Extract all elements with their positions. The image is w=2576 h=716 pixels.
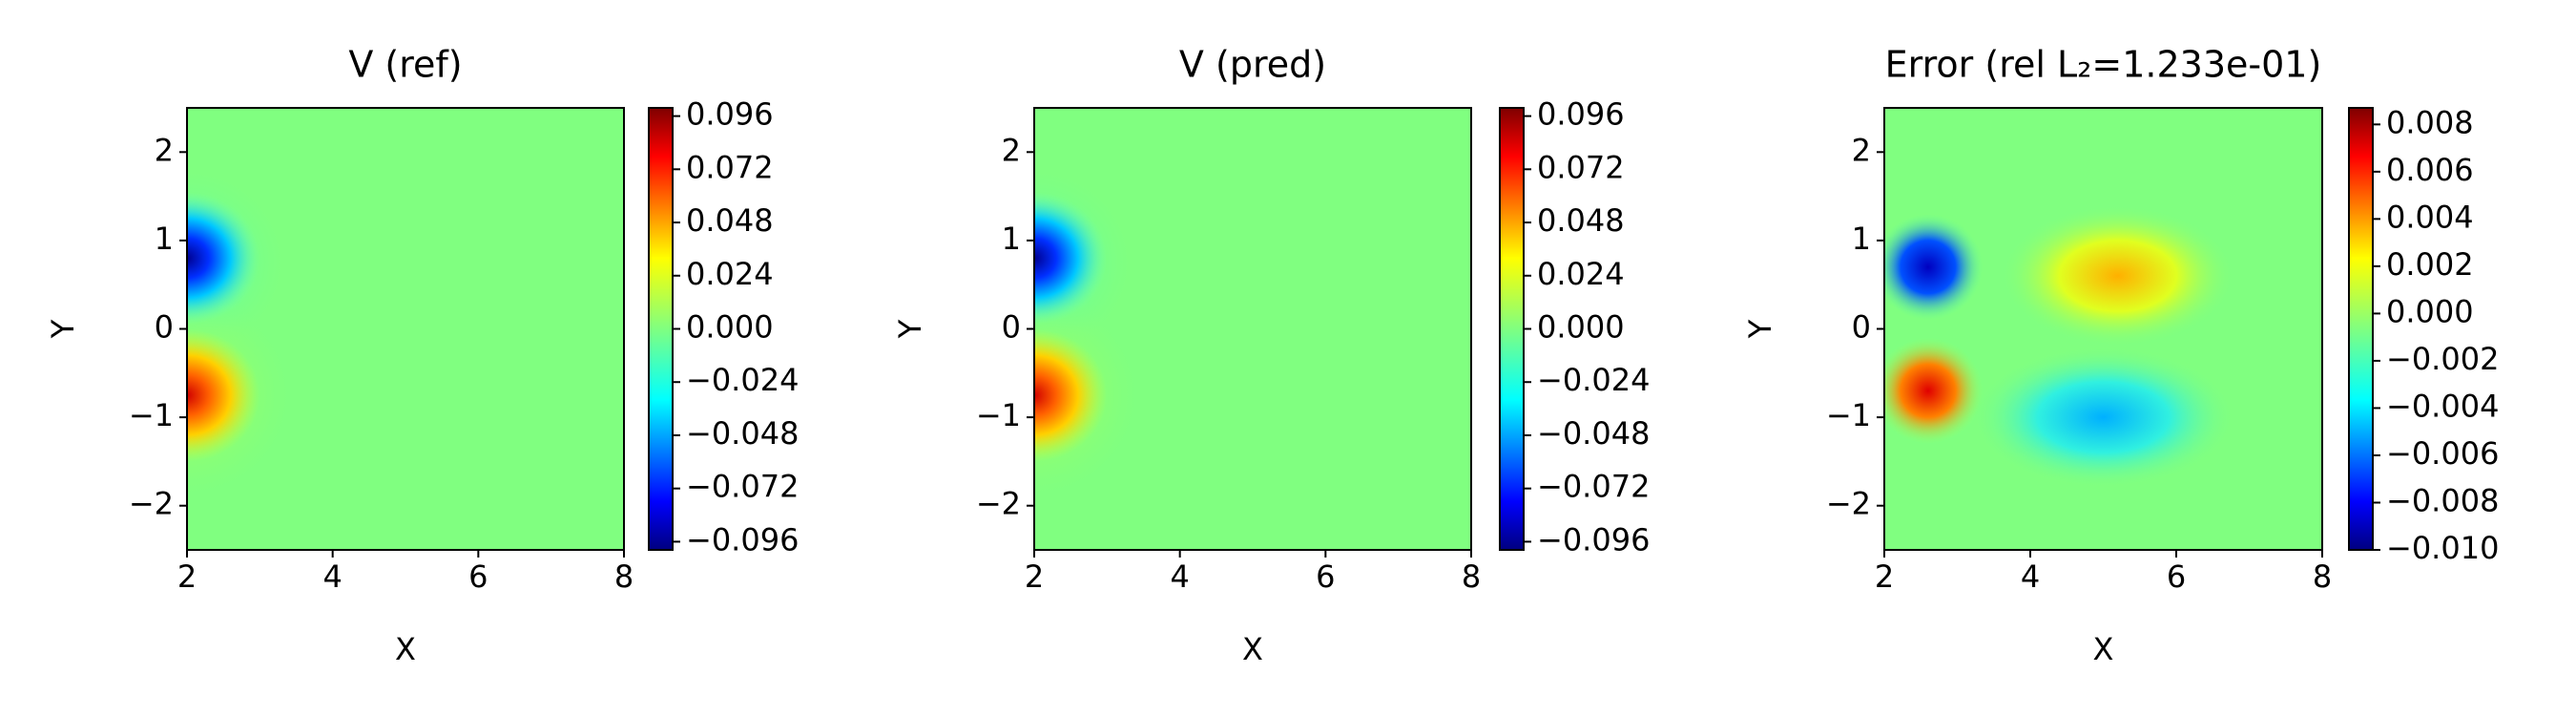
y-tick-label: 2 xyxy=(1852,132,1871,168)
y-tick-label: 2 xyxy=(155,132,174,168)
colorbar xyxy=(1499,107,1525,551)
x-tick-label: 2 xyxy=(1875,558,1894,595)
colorbar-tick-label: 0.000 xyxy=(1537,309,1625,346)
colorbar-tick-label: 0.000 xyxy=(2386,293,2474,329)
colorbar-tick-label: 0.008 xyxy=(2386,104,2474,140)
colorbar-tick-label: −0.004 xyxy=(2386,388,2499,424)
field-region xyxy=(2001,204,2235,347)
colorbar-tick-label: 0.072 xyxy=(1537,149,1625,185)
y-tick-label: −2 xyxy=(976,486,1021,522)
x-tick-label: 4 xyxy=(322,558,342,595)
x-tick-label: 8 xyxy=(614,558,634,595)
field-region xyxy=(187,328,260,462)
y-tick-label: −2 xyxy=(129,486,174,522)
colorbar-tick-label: 0.002 xyxy=(2386,246,2474,283)
field-region xyxy=(1034,328,1108,462)
panel-title: Error (rel L₂=1.233e-01) xyxy=(1885,44,2322,86)
field xyxy=(1034,108,1471,550)
x-tick-label: 6 xyxy=(1316,558,1335,595)
x-tick-label: 6 xyxy=(468,558,488,595)
x-tick-label: 2 xyxy=(177,558,197,595)
y-axis-label: Y xyxy=(45,319,81,339)
colorbar-tick-label: −0.048 xyxy=(686,415,799,452)
y-tick-label: −1 xyxy=(129,397,174,433)
field-region xyxy=(1034,191,1108,325)
colorbar-tick-label: 0.000 xyxy=(686,309,774,346)
colorbar-tick-label: −0.006 xyxy=(2386,435,2499,472)
x-axis-label: X xyxy=(1242,631,1263,667)
colorbar xyxy=(2348,107,2374,551)
field-region xyxy=(187,191,260,325)
colorbar-tick-label: −0.048 xyxy=(1537,415,1650,452)
y-tick-label: 0 xyxy=(1002,309,1021,346)
x-tick-label: 8 xyxy=(2313,558,2332,595)
colorbar-tick-label: 0.024 xyxy=(686,256,774,292)
colorbar-tick-label: 0.024 xyxy=(1537,256,1625,292)
field-region xyxy=(1884,214,1984,321)
x-tick-label: 4 xyxy=(2021,558,2040,595)
colorbar-tick-label: −0.002 xyxy=(2386,341,2499,377)
colorbar-tick-label: −0.096 xyxy=(1537,521,1650,558)
colorbar-tick-label: 0.004 xyxy=(2386,199,2474,235)
x-tick-label: 6 xyxy=(2167,558,2186,595)
field-region xyxy=(1971,347,2235,489)
colorbar-tick-label: −0.072 xyxy=(686,469,799,505)
x-tick-label: 8 xyxy=(1462,558,1481,595)
colorbar-tick-label: 0.006 xyxy=(2386,152,2474,188)
y-axis-label: Y xyxy=(892,319,928,339)
colorbar-tick-label: 0.096 xyxy=(686,96,774,133)
y-tick-label: 2 xyxy=(1002,132,1021,168)
y-tick-label: 1 xyxy=(155,221,174,257)
y-axis-label: Y xyxy=(1742,319,1778,339)
field-region xyxy=(1884,337,1984,444)
colorbar-tick-label: −0.072 xyxy=(1537,469,1650,505)
y-tick-label: −1 xyxy=(1826,397,1871,433)
y-tick-label: 1 xyxy=(1852,221,1871,257)
field xyxy=(1884,108,2322,550)
colorbar-tick-label: 0.048 xyxy=(1537,202,1625,239)
y-tick-label: 1 xyxy=(1002,221,1021,257)
panel-title: V (ref) xyxy=(348,44,462,86)
colorbar-tick-label: −0.024 xyxy=(686,362,799,398)
colorbar-tick-label: −0.024 xyxy=(1537,362,1650,398)
y-tick-label: 0 xyxy=(155,309,174,346)
y-tick-label: −2 xyxy=(1826,486,1871,522)
x-tick-label: 4 xyxy=(1170,558,1189,595)
colorbar-tick-label: −0.008 xyxy=(2386,482,2499,518)
field xyxy=(187,108,624,550)
colorbar-tick-label: 0.096 xyxy=(1537,96,1625,133)
colorbar-tick-label: −0.096 xyxy=(686,521,799,558)
x-axis-label: X xyxy=(2093,631,2114,667)
panel-title: V (pred) xyxy=(1179,44,1326,86)
y-tick-label: 0 xyxy=(1852,309,1871,346)
colorbar-tick-label: 0.072 xyxy=(686,149,774,185)
x-axis-label: X xyxy=(395,631,416,667)
colorbar-tick-label: −0.010 xyxy=(2386,530,2499,566)
y-tick-label: −1 xyxy=(976,397,1021,433)
colorbar xyxy=(648,107,674,551)
x-tick-label: 2 xyxy=(1025,558,1044,595)
colorbar-tick-label: 0.048 xyxy=(686,202,774,239)
